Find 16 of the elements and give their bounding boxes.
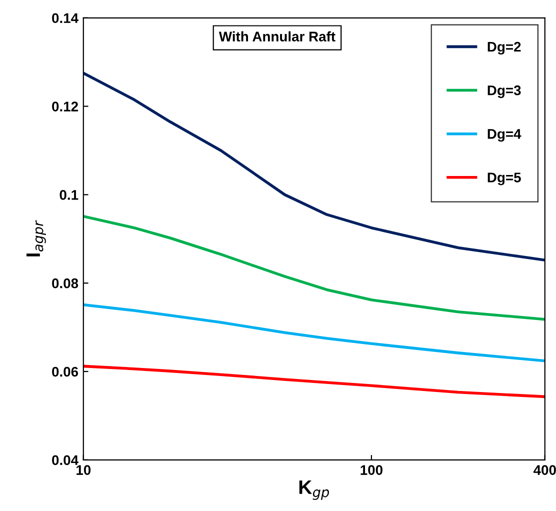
legend-label: Dg=4: [488, 129, 522, 142]
y-axis-title: I$_{agpr}$: [26, 220, 46, 256]
x-axis-title: K$_{gp}$: [299, 480, 329, 500]
x-tick-label: 400: [534, 465, 556, 475]
legend-label: Dg=5: [488, 172, 521, 186]
annotation: With Annular Raft: [218, 31, 336, 42]
x-tick-label: 10: [76, 465, 91, 475]
x-tick-label: 100: [360, 465, 382, 475]
legend-label: Dg=2: [488, 42, 521, 55]
legend-label: Dg=3: [488, 85, 521, 98]
y-tick-label: 0.06: [52, 366, 78, 377]
y-tick-label: 0.04: [52, 455, 78, 466]
y-tick-label: 0.1: [60, 190, 78, 200]
y-tick-label: 0.14: [52, 13, 78, 24]
y-tick-label: 0.08: [52, 278, 78, 288]
y-tick-label: 0.12: [52, 102, 78, 112]
